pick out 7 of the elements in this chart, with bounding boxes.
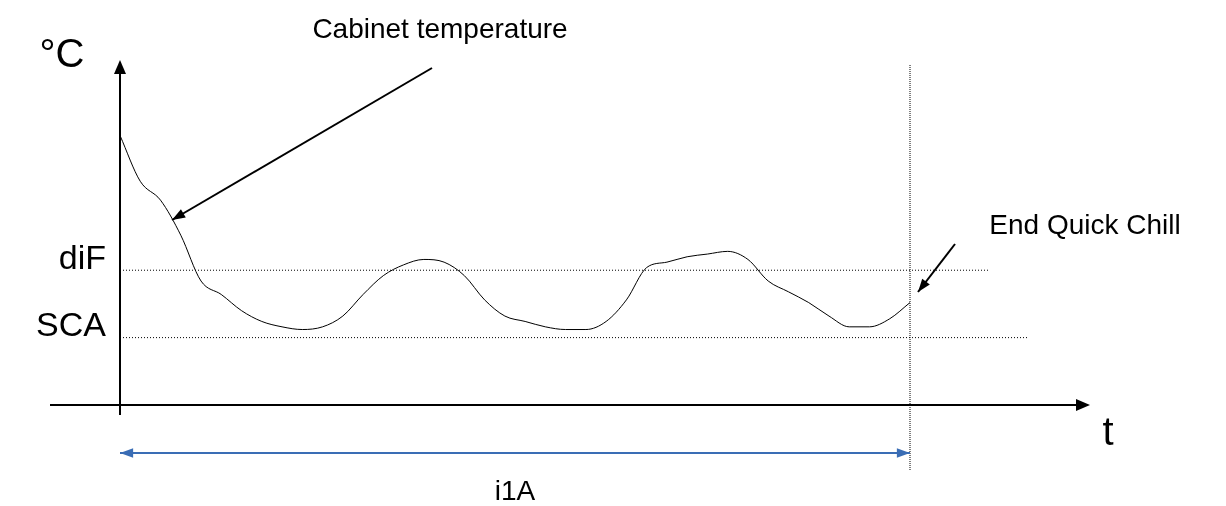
ref-line-label: diF xyxy=(58,237,106,276)
text: i1A xyxy=(494,474,536,506)
text: Cabinet temperature xyxy=(312,12,568,44)
ref-line-label: SCA xyxy=(36,304,107,343)
text: End Quick Chill xyxy=(989,208,1181,240)
x-axis-title: t xyxy=(1102,409,1114,454)
y-axis-title: °C xyxy=(39,31,85,76)
